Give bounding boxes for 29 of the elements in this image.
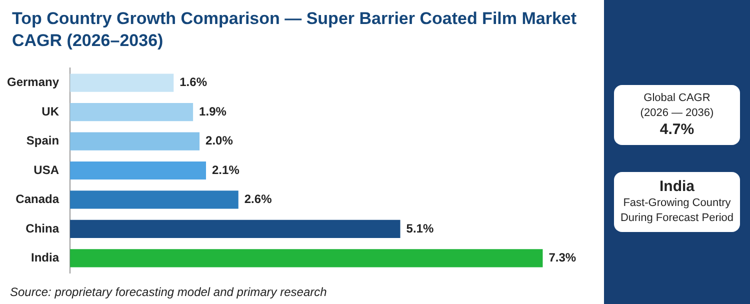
data-label: 2.6% [244,192,272,206]
bar [70,102,194,122]
y-tick-label: USA [34,162,60,177]
text: Fast-Growing Country [622,196,732,211]
text: 4.7% [658,121,696,139]
text: (2026 — 2036) [639,106,715,121]
y-tick-label: UK [42,104,60,118]
data-label: 5.1% [406,221,434,236]
bar [70,74,174,92]
bar [70,190,238,209]
bar [70,161,206,180]
text: India [658,178,696,196]
data-label: 2.0% [206,134,234,148]
data-label: 1.6% [180,75,208,90]
data-label: 7.3% [548,250,576,264]
chart-title: Top Country Growth Comparison — Super Barrier Coated Film Market CAGR (2026–2036) [12,8,578,52]
text: Global CAGR [642,91,712,106]
y-tick-label: China [26,221,60,236]
y-tick-label: India [31,250,60,264]
y-tick-label: Canada [16,192,60,206]
data-label: 1.9% [199,104,227,118]
data-label: 2.1% [212,162,240,177]
y-tick-label: Germany [6,75,60,90]
bar [70,132,200,150]
bar [70,249,543,268]
source-note: Source: proprietary forecasting model and primary research [10,285,327,299]
bar [70,220,400,238]
y-tick-label: Spain [26,134,60,148]
text: During Forecast Period [619,211,735,226]
